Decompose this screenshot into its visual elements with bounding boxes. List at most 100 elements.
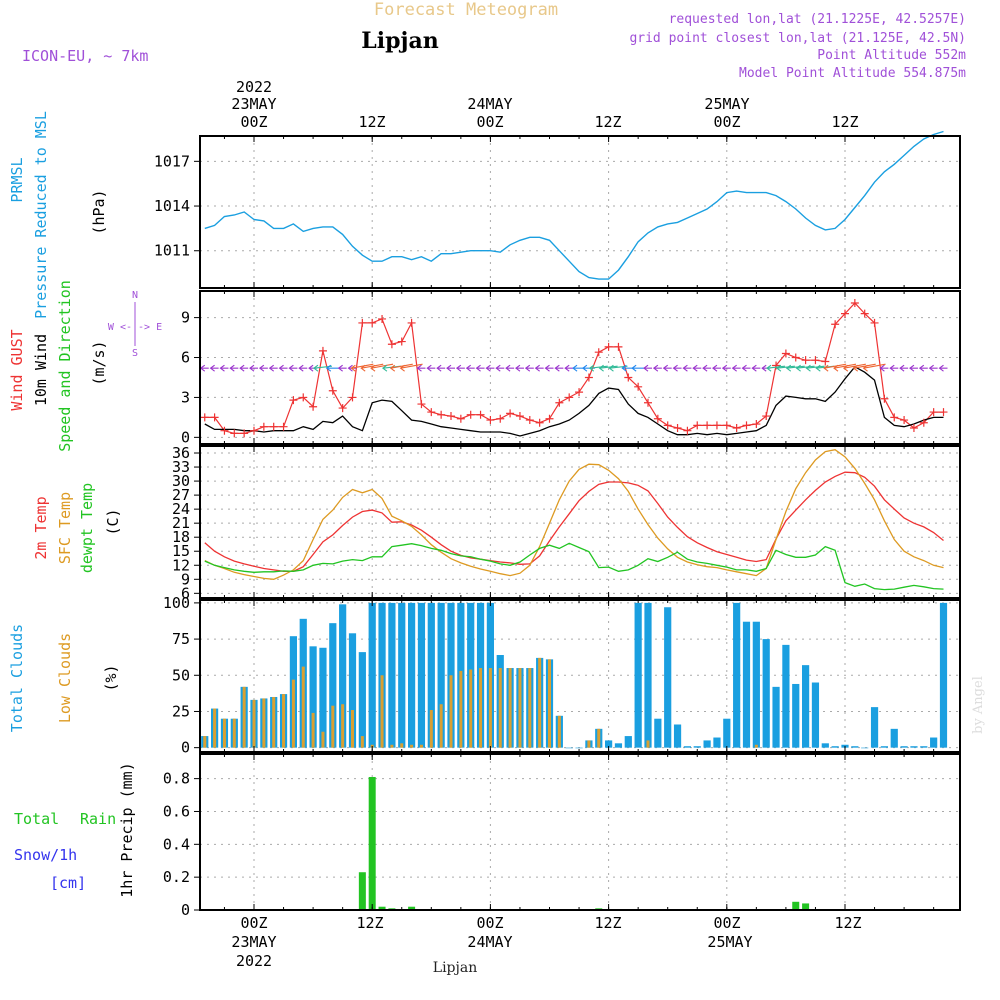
wind-arrow-head [313,364,319,372]
temp-sfc-label: SFC Temp [56,492,74,564]
wind-arrow-head [938,364,944,372]
low-cloud-bar [597,728,601,748]
gust-marker [555,398,564,407]
bottom-date-label-2: 24MAY [467,933,512,951]
total-cloud-bar [910,746,918,748]
wind-gust-label: Wind GUST [8,329,26,410]
y-tick-label: 36 [172,444,190,462]
gust-marker [919,418,928,427]
gust-marker [575,388,584,397]
low-cloud-bar [213,708,217,748]
low-cloud-bar [311,712,315,748]
gust-marker [732,424,741,433]
wind-arrow-head [485,364,491,372]
model-name: ICON-EU, ~ 7km [22,47,148,65]
wind-arrow [853,363,876,369]
gust-marker [545,414,554,423]
wind-arrow-head [564,364,570,372]
low-cloud-bar [203,736,207,748]
low-cloud-bar [351,710,354,748]
total-cloud-bar [723,718,731,748]
total-cloud-bar [309,646,317,748]
rain-bar [378,906,386,910]
gust-marker [653,414,662,423]
total-cloud-bar [733,602,741,748]
gust-marker [210,413,219,422]
wind-arrow-head [475,364,481,372]
gust-marker [486,416,495,425]
wind-arrow-head [662,364,669,372]
total-cloud-bar [782,644,790,748]
wind-arrow-head [785,364,792,372]
meteogram-title: Forecast Meteogram [374,0,558,20]
gust-marker [703,421,712,430]
bottom-date-label-1: 23MAY [231,933,276,951]
gust-marker [368,318,377,327]
wind-arrow-head [852,364,859,372]
low-cloud-bar [488,668,492,748]
temp-2m-label: 2m Temp [32,496,50,559]
top-12z-label-2: 12Z [594,113,621,131]
wind-arrow-head [350,364,356,372]
pressure-label-a: PRMSL [8,157,26,202]
y-tick-label: 0 [181,428,190,446]
total-cloud-bar [713,737,721,748]
total-cloud-bar [762,639,770,748]
wind-arrow-head [795,364,801,372]
total-cloud-bar [742,621,751,748]
wind-arrow-head [833,364,839,372]
precip-rain-label: Rain [80,810,116,828]
bottom-00z-label-3: 00Z [713,914,740,932]
y-tick-label: 6 [181,584,190,602]
wind-arrow-head [909,364,915,372]
gust-marker [456,414,465,423]
gust-marker [496,414,505,423]
y-tick-label: 21 [172,514,190,532]
total-cloud-bar [831,746,839,748]
total-cloud-bar [634,602,642,748]
wind-arrow-head [258,364,265,372]
low-cloud-bar [360,736,364,748]
total-cloud-bar [673,724,682,748]
total-cloud-bar [614,743,623,748]
y-tick-label: 30 [172,472,190,490]
top-date-label-1: 23MAY [231,95,276,113]
panel-frame [199,599,961,753]
total-cloud-bar [605,740,613,748]
gust-marker [407,318,416,327]
y-tick-label: 12 [172,556,190,574]
total-cloud-bar [575,747,583,749]
wind-dir-label: Speed and Direction [56,280,74,452]
low-cloud-bar [419,744,423,748]
total-cloud-bar [772,686,780,748]
clouds-low-label: Low Clouds [56,633,74,723]
wind-arrow-head [652,364,659,372]
gust-marker [781,349,790,358]
gust-marker [673,424,682,433]
gust-marker [318,346,327,355]
wind-arrow-head [298,364,304,372]
wind-arrow-head [572,364,578,372]
y-tick-label: 9 [181,309,190,327]
gust-marker [378,314,387,323]
low-cloud-bar [410,744,414,748]
total-cloud-bar [368,602,376,748]
wind-arrow-head [608,364,614,372]
gust-marker [890,413,899,422]
gust-marker [279,422,288,431]
gust-marker [200,413,209,422]
wind-arrow-head [524,364,531,372]
wind-arrow-head [505,364,511,372]
low-cloud-bar [262,698,266,748]
total-cloud-bar [329,623,337,748]
wind-arrow [796,365,815,369]
wind-arrow-head [682,364,688,372]
wind-arrow-head [360,364,366,372]
wind-arrow-head [775,364,782,372]
wind-arrow-head [325,364,332,372]
low-cloud-bar [341,704,345,748]
gust-marker [831,320,840,329]
low-cloud-bar [518,668,522,748]
clouds-total-label: Total Clouds [8,624,26,732]
